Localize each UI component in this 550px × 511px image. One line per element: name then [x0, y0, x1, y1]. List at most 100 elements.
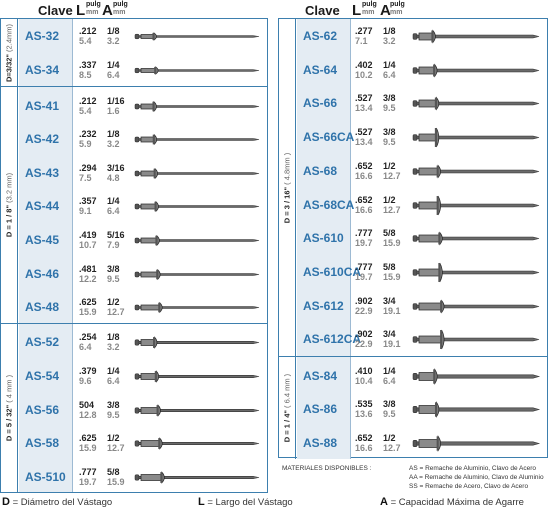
diameter-label: D = 3 / 16" ( 4.8mm )	[279, 19, 296, 356]
rivet-illustration	[131, 325, 265, 360]
l-inch-value: .777	[355, 261, 373, 272]
a-inch-value: 3/4	[383, 329, 396, 340]
a-mm-value: 6.4	[383, 69, 396, 80]
a-inch-value: 1/8	[107, 332, 120, 343]
table-row: AS-510 .777 19.7 5/8 15.9	[1, 460, 267, 495]
header-a: A	[380, 2, 391, 19]
rivet-code: AS-610CA	[303, 264, 362, 279]
l-inch-value: .212	[79, 26, 97, 36]
a-mm-value: 19.1	[383, 339, 401, 350]
materials-line: SS = Remache de Acero, Clavo de Acero	[409, 483, 529, 490]
l-mm-value: 10.4	[355, 375, 373, 386]
l-mm-value: 15.9	[79, 307, 97, 318]
a-mm-value: 3.2	[107, 342, 120, 353]
a-mm-value: 6.4	[107, 69, 120, 80]
l-mm-value: 10.7	[79, 240, 97, 251]
l-inch-value: .625	[79, 433, 97, 444]
l-mm-value: 16.6	[355, 442, 373, 453]
rivet-illustration	[131, 156, 265, 191]
rivet-illustration	[409, 19, 545, 54]
diameter-group: D = 1 / 4" ( 6.4 mm ) AS-84 .410 10.4 1/4 6.4…	[279, 356, 547, 459]
rivet-code: AS-84	[303, 368, 338, 383]
header-clave: Clave	[38, 3, 73, 18]
l-inch-value: .419	[79, 230, 97, 241]
a-inch-value: 1/4	[383, 59, 396, 70]
l-inch-value: 504	[79, 399, 95, 410]
rivet-code: AS-54	[25, 368, 60, 383]
rivet-code: AS-41	[25, 98, 60, 113]
table-row: AS-48 .625 15.9 1/2 12.7	[1, 290, 267, 325]
rivet-code: AS-66CA	[303, 130, 355, 145]
rivet-illustration	[131, 189, 265, 224]
a-mm-value: 12.7	[383, 442, 401, 453]
code-column	[297, 357, 351, 459]
legend-key: D	[2, 496, 10, 508]
diameter-group: D = 5 / 32" ( 4 mm ) AS-52.254 6.4 1/8 3.2 AS…	[1, 322, 267, 495]
l-inch-value: .652	[355, 160, 373, 171]
a-mm-value: 3.2	[107, 36, 120, 46]
l-mm-value: 13.6	[355, 409, 373, 420]
l-mm-value: 13.4	[355, 137, 373, 148]
l-inch-value: .357	[79, 196, 97, 207]
l-mm-value: 9.1	[79, 206, 92, 217]
a-inch-value: 3/8	[383, 93, 396, 104]
rivet-code: AS-612	[303, 298, 344, 313]
l-mm-value: 7.1	[355, 36, 368, 46]
l-inch-value: .232	[79, 129, 97, 140]
a-mm-value: 9.5	[383, 103, 396, 114]
materials-line: AS = Remache de Aluminio, Clavo de Acero	[409, 465, 537, 472]
rivet-code: AS-88	[303, 435, 338, 450]
diameter-label: D = 1 / 4" ( 6.4 mm )	[279, 357, 296, 459]
rivet-code: AS-42	[25, 132, 60, 147]
a-mm-value: 1.6	[107, 105, 120, 116]
l-inch-value: .652	[355, 194, 373, 205]
table-row: AS-58 .625 15.9 1/2 12.7	[1, 426, 267, 461]
a-mm-value: 4.8	[107, 172, 120, 183]
rivet-code: AS-612CA	[303, 332, 362, 347]
l-mm-value: 15.9	[79, 443, 97, 454]
a-mm-value: 15.9	[383, 238, 401, 249]
rivet-illustration	[409, 188, 545, 223]
a-mm-value: 15.9	[383, 271, 401, 282]
rivet-illustration	[131, 426, 265, 461]
rivet-code: AS-68CA	[303, 197, 355, 212]
l-mm-value: 5.4	[79, 36, 92, 46]
a-inch-value: 1/2	[383, 432, 396, 443]
a-mm-value: 15.9	[107, 476, 125, 487]
l-inch-value: .277	[355, 26, 373, 36]
a-inch-value: 3/8	[107, 399, 120, 410]
a-mm-value: 12.7	[383, 204, 401, 215]
legend-key: A	[380, 496, 388, 508]
rivet-code: AS-44	[25, 199, 60, 214]
rivet-illustration	[409, 53, 545, 88]
rivet-illustration	[409, 426, 545, 461]
a-inch-value: 5/16	[107, 230, 125, 241]
a-mm-value: 12.7	[383, 170, 401, 181]
l-inch-value: .402	[355, 59, 373, 70]
rivet-code: AS-58	[25, 436, 60, 451]
rivet-code: AS-45	[25, 233, 60, 248]
l-mm-value: 6.4	[79, 342, 92, 353]
l-inch-value: .777	[355, 228, 373, 239]
l-inch-value: .254	[79, 332, 97, 343]
l-mm-value: 9.6	[79, 375, 92, 386]
l-mm-value: 16.6	[355, 204, 373, 215]
rivet-code: AS-56	[25, 402, 60, 417]
a-mm-value: 7.9	[107, 240, 120, 251]
a-mm-value: 19.1	[383, 305, 401, 316]
a-mm-value: 12.7	[107, 443, 125, 454]
a-inch-value: 3/8	[383, 399, 396, 410]
diameter-group: D=3/32" (2.4mm) AS-32 .212 5.4 1/8 3.2 AS-34 .3…	[1, 19, 267, 88]
table-row: AS-34 .337 8.5 1/4 6.4	[1, 53, 267, 88]
rivet-code: AS-48	[25, 300, 60, 315]
rivet-illustration	[409, 86, 545, 121]
a-inch-value: 1/2	[107, 297, 120, 308]
l-mm-value: 22.9	[355, 305, 373, 316]
a-mm-value: 9.5	[383, 137, 396, 148]
l-inch-value: .902	[355, 295, 373, 306]
rivet-code: AS-66	[303, 96, 338, 111]
a-mm-value: 9.5	[107, 409, 120, 420]
l-inch-value: .777	[79, 466, 97, 477]
l-inch-value: .481	[79, 263, 97, 274]
l-mm-value: 7.5	[79, 172, 92, 183]
